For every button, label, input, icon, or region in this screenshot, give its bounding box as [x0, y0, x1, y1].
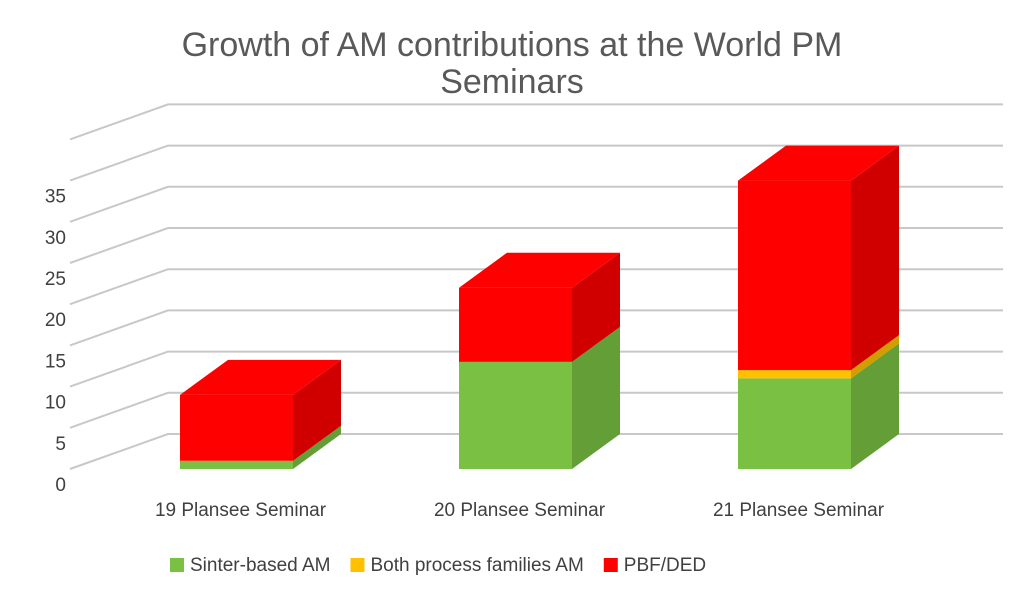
- y-axis-ticks: 0 5 10 15 20 25 30 35: [45, 187, 66, 496]
- legend-swatch: [603, 558, 618, 572]
- y-tick-label: 20: [45, 310, 66, 331]
- legend: Sinter-based AM Both process families AM P…: [170, 555, 706, 576]
- chart-title-line-1: Growth of AM contributions at the World …: [182, 26, 843, 64]
- bar-top-face: [180, 359, 341, 395]
- bar-segment-side: [572, 252, 620, 362]
- bar-segment-front: [738, 370, 851, 379]
- gridline: [69, 350, 1003, 388]
- bar-segment-side: [572, 326, 620, 469]
- bar-segment-front: [459, 361, 572, 469]
- bar-segment-front: [180, 394, 293, 461]
- bar-segment-front: [738, 378, 851, 469]
- y-tick-label: 35: [45, 187, 66, 208]
- bar-segment-front: [459, 287, 572, 362]
- gridline: [69, 391, 1003, 429]
- bar-segment-side: [293, 425, 341, 469]
- y-tick-label: 0: [55, 475, 66, 496]
- bar-segment-side: [851, 145, 899, 371]
- bars: [180, 145, 899, 469]
- legend-label: Both process families AM: [370, 555, 583, 576]
- legend-swatch: [170, 558, 184, 572]
- gridline: [69, 185, 1003, 223]
- bar-segment-side: [293, 359, 341, 461]
- y-tick-label: 15: [45, 351, 66, 372]
- legend-swatch: [350, 558, 365, 572]
- legend-label: PBF/DED: [624, 555, 706, 576]
- gridline: [69, 433, 1003, 470]
- chart-title-line-2: Seminars: [440, 63, 584, 101]
- gridline: [69, 227, 1003, 264]
- y-tick-label: 10: [45, 393, 66, 414]
- gridlines: [69, 103, 1003, 470]
- y-tick-label: 5: [55, 434, 66, 455]
- gridline: [69, 103, 1003, 141]
- gridline: [69, 309, 1003, 347]
- bar-segment-front: [180, 460, 293, 469]
- x-axis-labels: 19 Plansee Seminar 20 Plansee Seminar 21 P…: [155, 500, 885, 521]
- x-category-label: 19 Plansee Seminar: [155, 500, 327, 521]
- bar-segment-side: [851, 335, 899, 379]
- legend-label: Sinter-based AM: [190, 555, 330, 576]
- bar-top-face: [459, 252, 620, 288]
- y-tick-label: 25: [45, 269, 66, 290]
- bar-segment-side: [851, 343, 899, 469]
- bar-segment-front: [738, 180, 851, 371]
- x-category-label: 20 Plansee Seminar: [434, 500, 606, 521]
- bar-top-face: [738, 145, 899, 181]
- y-tick-label: 30: [45, 228, 66, 249]
- x-category-label: 21 Plansee Seminar: [713, 500, 885, 521]
- gridline: [69, 268, 1003, 306]
- gridline: [69, 144, 1003, 182]
